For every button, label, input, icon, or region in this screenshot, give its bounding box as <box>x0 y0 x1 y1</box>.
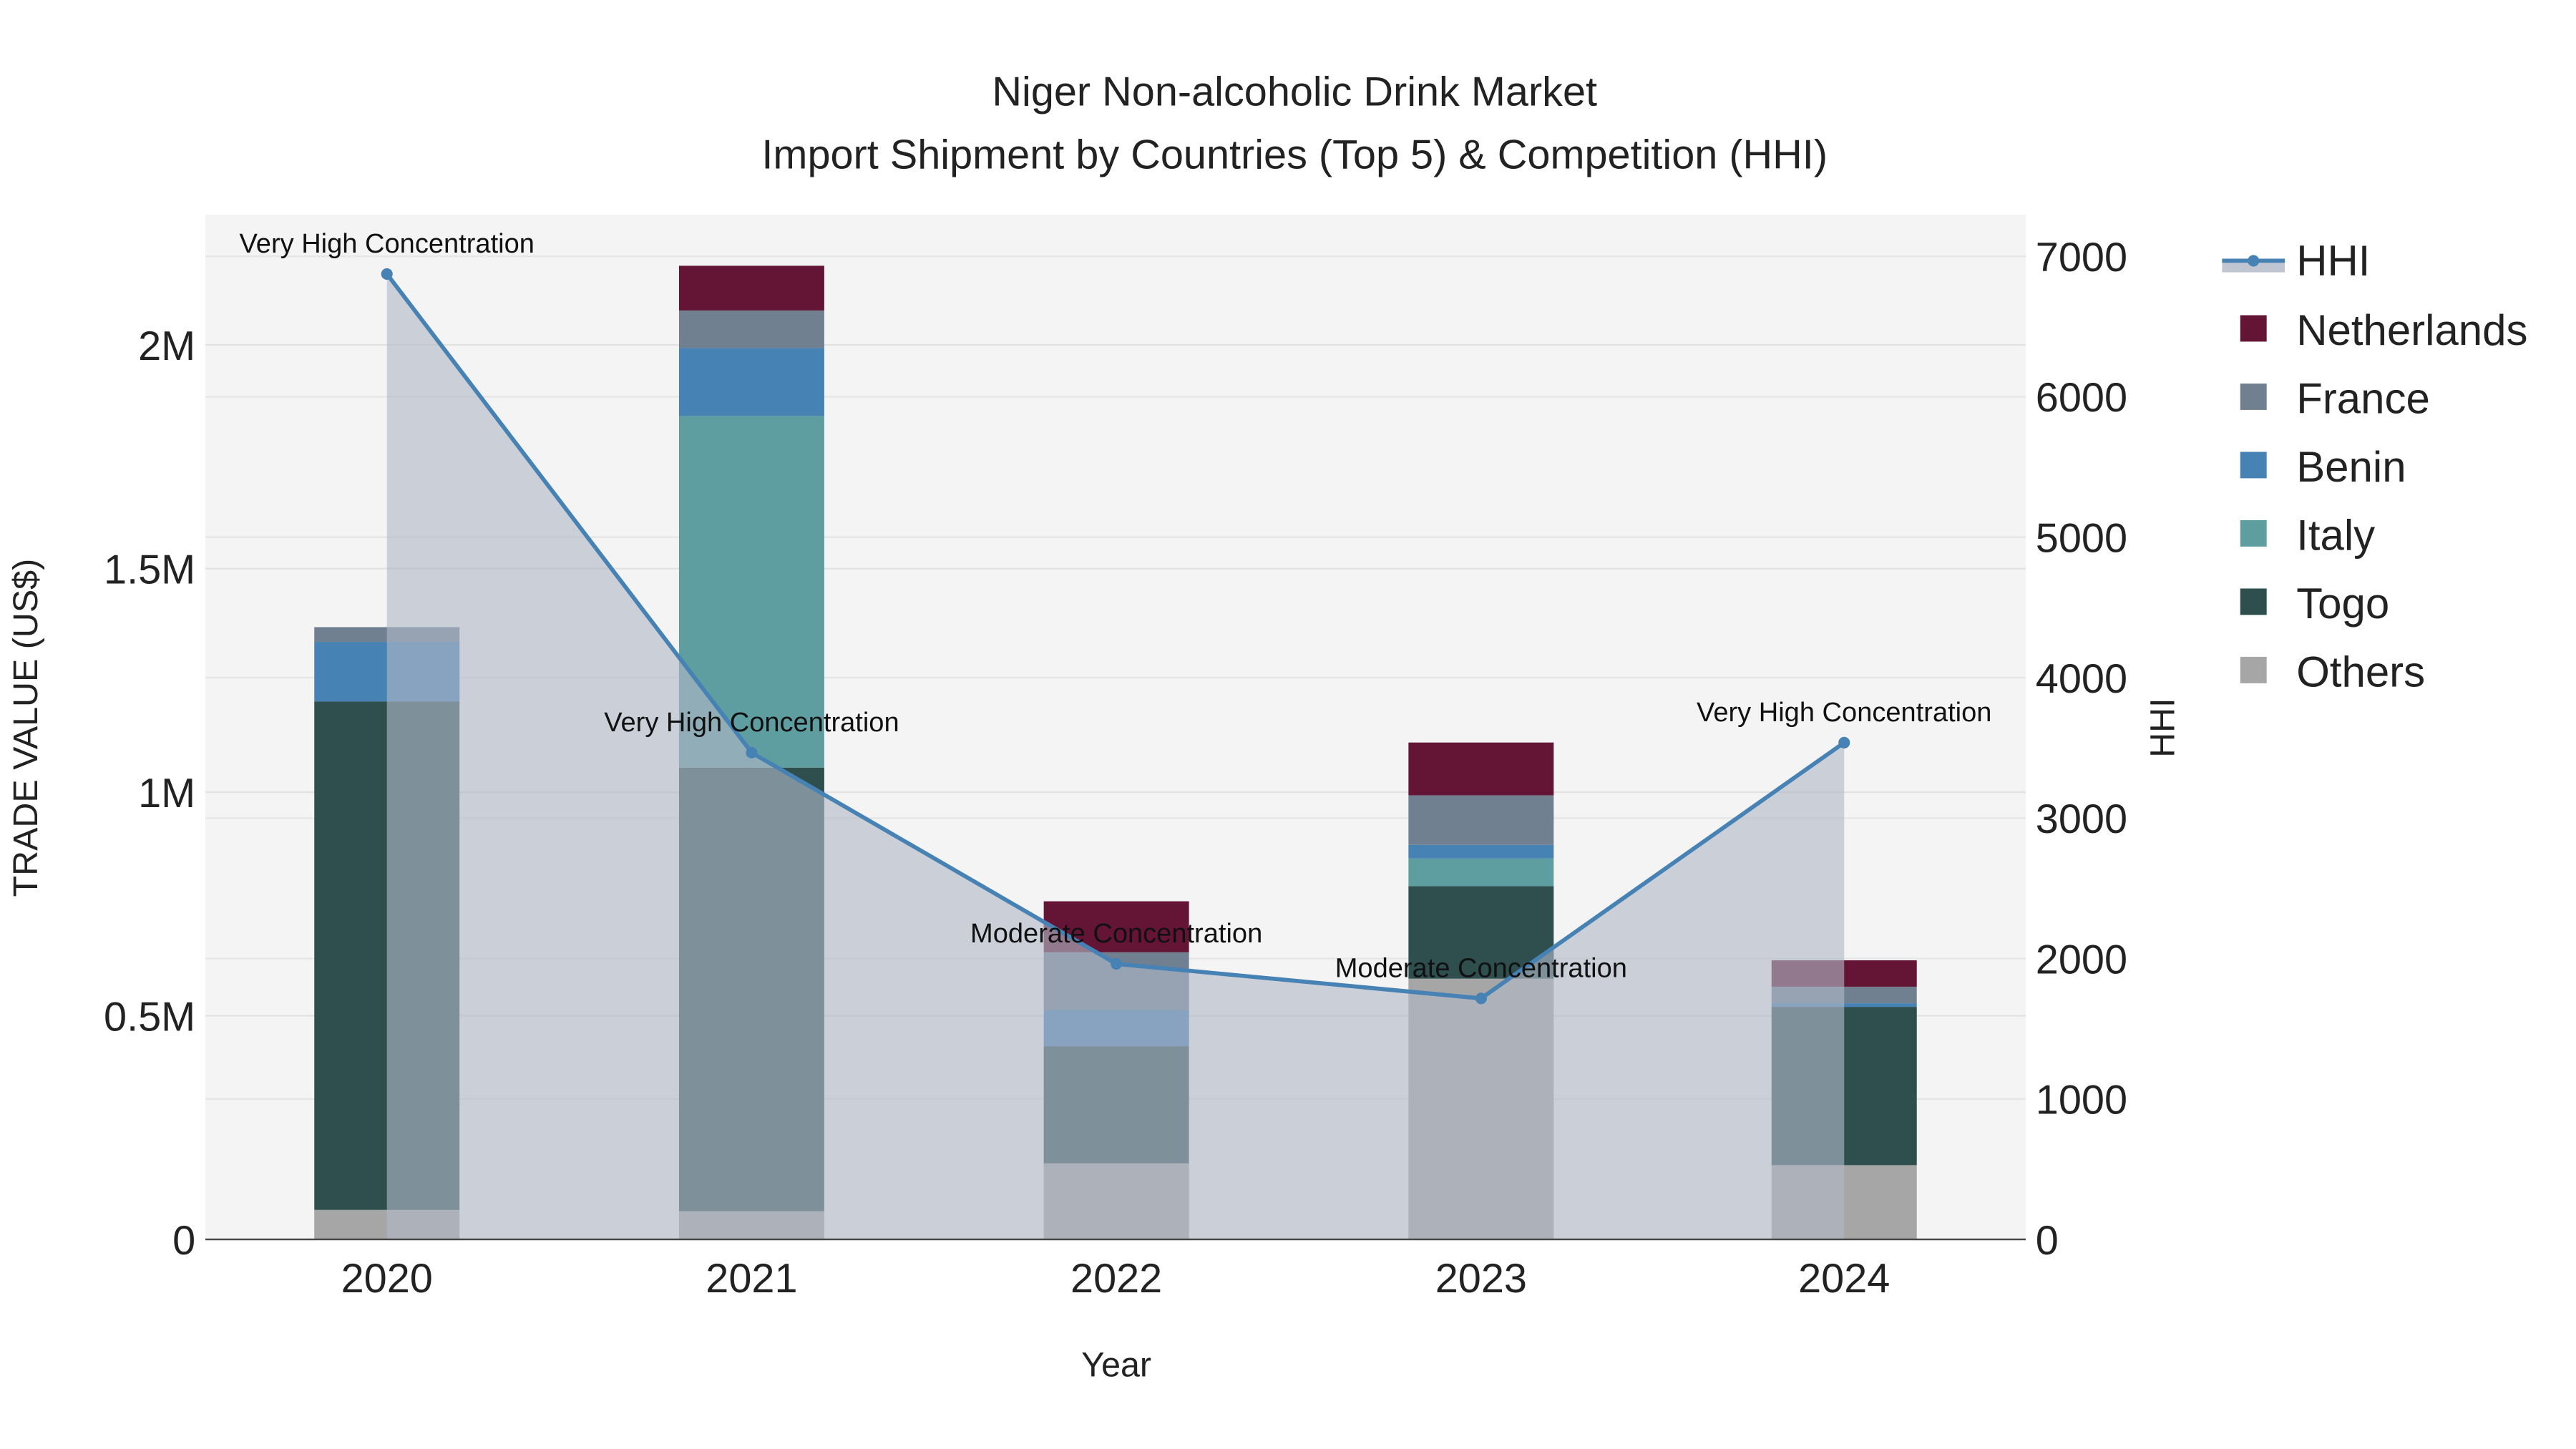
y-tick-label: 0 <box>172 1218 195 1264</box>
hhi-point-2021[interactable] <box>746 746 758 758</box>
axes: 0 0.5M 1M 1.5M 2M 0 1000 2000 3000 4000 5000 6000 70… <box>104 235 2127 1302</box>
hhi-point-2023[interactable] <box>1475 992 1487 1005</box>
hhi-layer: Very High Concentration Very High Concent… <box>240 229 1991 1240</box>
y2-tick-label: 1000 <box>2036 1078 2127 1123</box>
legend-swatch-others <box>2240 656 2267 683</box>
bar-netherlands-2021[interactable] <box>678 265 824 311</box>
x-tick-label: 2023 <box>1435 1256 1527 1302</box>
legend-swatch-benin <box>2240 452 2267 479</box>
x-axis-label: Year <box>1081 1346 1151 1385</box>
hhi-point-2024[interactable] <box>1838 736 1850 748</box>
bar-italy-2023[interactable] <box>1408 858 1554 887</box>
legend-swatch-togo <box>2240 588 2267 615</box>
legend-hhi-marker <box>2248 255 2260 267</box>
hhi-area <box>386 273 1845 1240</box>
y2-tick-label: 7000 <box>2036 235 2127 280</box>
y-tick-label: 2M <box>138 323 195 369</box>
legend-swatch-italy <box>2240 519 2267 547</box>
hhi-annotation: Moderate Concentration <box>970 919 1262 949</box>
hhi-annotation: Moderate Concentration <box>1335 953 1627 983</box>
chart-title-line1: Niger Non-alcoholic Drink Market <box>992 69 1597 115</box>
legend-label-hhi[interactable]: HHI <box>2296 237 2370 285</box>
x-tick-label: 2021 <box>706 1256 797 1302</box>
hhi-point-2022[interactable] <box>1111 957 1123 970</box>
y2-tick-label: 0 <box>2036 1218 2059 1264</box>
y2-tick-label: 4000 <box>2036 656 2127 702</box>
y2-axis-label: HHI <box>2144 698 2182 757</box>
legend-label-others[interactable]: Others <box>2296 648 2425 696</box>
chart-title-line2: Import Shipment by Countries (Top 5) & C… <box>761 132 1828 177</box>
legend-swatch-netherlands <box>2240 315 2267 342</box>
legend-swatch-france <box>2240 384 2267 410</box>
bar-netherlands-2023[interactable] <box>1408 742 1554 796</box>
y2-tick-label: 6000 <box>2036 375 2127 421</box>
y-tick-label: 1.5M <box>104 547 195 592</box>
legend-label-netherlands[interactable]: Netherlands <box>2296 306 2527 354</box>
hhi-annotation: Very High Concentration <box>604 708 899 738</box>
y-tick-label: 1M <box>138 771 195 816</box>
x-tick-label: 2022 <box>1070 1256 1162 1302</box>
bar-benin-2023[interactable] <box>1408 844 1554 859</box>
y2-tick-label: 3000 <box>2036 796 2127 842</box>
y-tick-label: 0.5M <box>104 994 195 1040</box>
hhi-annotation: Very High Concentration <box>1697 698 1991 728</box>
x-tick-label: 2020 <box>341 1256 433 1302</box>
legend-label-togo[interactable]: Togo <box>2296 580 2389 628</box>
y2-tick-label: 5000 <box>2036 515 2127 561</box>
legend-label-italy[interactable]: Italy <box>2296 511 2375 559</box>
y-axis-label: TRADE VALUE (US$) <box>6 559 45 897</box>
legend-label-benin[interactable]: Benin <box>2296 443 2406 491</box>
legend: HHI Netherlands France Benin Italy Togo Others <box>2222 237 2527 696</box>
bar-france-2023[interactable] <box>1408 795 1554 845</box>
y2-tick-label: 2000 <box>2036 937 2127 982</box>
hhi-point-2020[interactable] <box>381 268 393 280</box>
bar-france-2021[interactable] <box>678 310 824 348</box>
x-tick-label: 2024 <box>1798 1256 1890 1302</box>
hhi-annotation: Very High Concentration <box>240 229 535 259</box>
bar-benin-2021[interactable] <box>678 348 824 416</box>
legend-label-france[interactable]: France <box>2296 375 2430 423</box>
